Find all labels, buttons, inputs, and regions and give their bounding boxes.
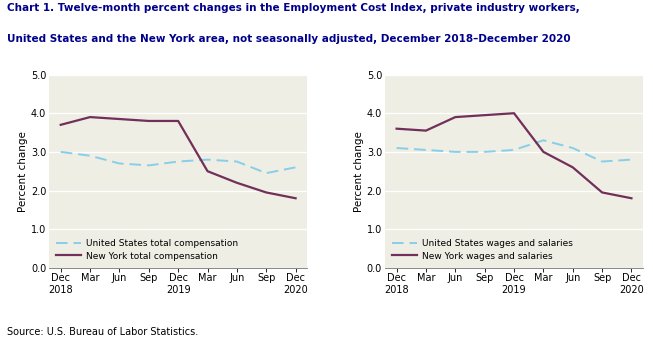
New York total compensation — [174, 119, 182, 123]
United States total compensation — [233, 160, 241, 164]
United States wages and salaries — [539, 138, 547, 142]
United States total compensation — [145, 163, 153, 167]
New York total compensation — [233, 181, 241, 185]
United States total compensation — [86, 154, 94, 158]
United States total compensation — [204, 158, 212, 162]
Text: United States and the New York area, not seasonally adjusted, December 2018–Dece: United States and the New York area, not… — [7, 34, 570, 44]
New York wages and salaries — [422, 128, 430, 133]
United States wages and salaries — [510, 148, 518, 152]
Line: New York total compensation: New York total compensation — [61, 117, 296, 198]
New York total compensation — [116, 117, 123, 121]
New York wages and salaries — [539, 150, 547, 154]
United States wages and salaries — [628, 158, 635, 162]
United States wages and salaries — [569, 146, 577, 150]
New York wages and salaries — [598, 191, 606, 195]
New York total compensation — [204, 169, 212, 173]
New York wages and salaries — [510, 111, 518, 115]
United States wages and salaries — [598, 160, 606, 164]
United States wages and salaries — [451, 150, 459, 154]
New York total compensation — [86, 115, 94, 119]
New York total compensation — [292, 196, 300, 200]
Y-axis label: Percent change: Percent change — [354, 131, 364, 212]
Legend: United States wages and salaries, New York wages and salaries: United States wages and salaries, New Yo… — [387, 235, 577, 265]
United States total compensation — [263, 171, 270, 175]
Line: United States total compensation: United States total compensation — [61, 152, 296, 173]
United States total compensation — [292, 165, 300, 170]
United States wages and salaries — [392, 146, 400, 150]
United States total compensation — [116, 161, 123, 165]
Legend: United States total compensation, New York total compensation: United States total compensation, New Yo… — [52, 235, 243, 265]
New York wages and salaries — [481, 113, 488, 117]
New York total compensation — [145, 119, 153, 123]
United States wages and salaries — [422, 148, 430, 152]
Line: United States wages and salaries: United States wages and salaries — [396, 140, 631, 162]
New York wages and salaries — [392, 127, 400, 131]
New York total compensation — [57, 123, 65, 127]
Text: Chart 1. Twelve-month percent changes in the Employment Cost Index, private indu: Chart 1. Twelve-month percent changes in… — [7, 3, 579, 13]
United States total compensation — [174, 160, 182, 164]
New York wages and salaries — [628, 196, 635, 200]
New York wages and salaries — [451, 115, 459, 119]
New York wages and salaries — [569, 165, 577, 170]
United States wages and salaries — [481, 150, 488, 154]
United States total compensation — [57, 150, 65, 154]
Text: Source: U.S. Bureau of Labor Statistics.: Source: U.S. Bureau of Labor Statistics. — [7, 327, 198, 337]
New York total compensation — [263, 191, 270, 195]
Line: New York wages and salaries: New York wages and salaries — [396, 113, 631, 198]
Y-axis label: Percent change: Percent change — [18, 131, 28, 212]
